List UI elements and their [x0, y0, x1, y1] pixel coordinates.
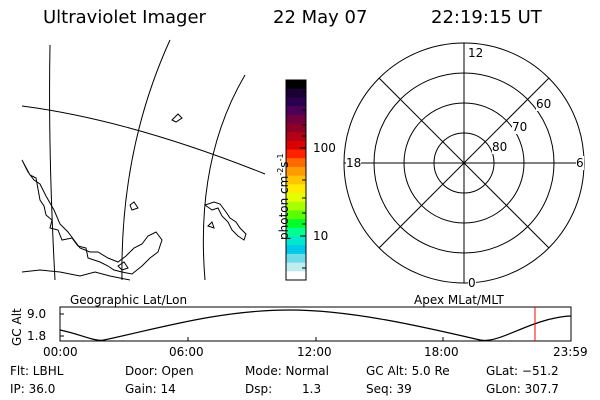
- colorbar-cell: [286, 114, 306, 125]
- mlt-6-label: 6: [576, 156, 584, 170]
- altitude-tick-top: 9.0: [27, 307, 47, 321]
- colorbar-cell: [286, 262, 306, 272]
- xtick-1800: 18:00: [424, 345, 459, 359]
- glat-info: GLat: −51.2: [486, 364, 559, 378]
- polar-label: Apex MLat/MLT: [414, 293, 504, 307]
- seq-info: Seq: 39: [366, 382, 412, 396]
- colorbar-cell: [286, 140, 306, 151]
- mlat-70-label: 70: [512, 120, 528, 134]
- xtick-2359: 23:59: [553, 345, 588, 359]
- time-label: 22:19:15 UT: [431, 7, 542, 28]
- dsp-value: 1.3: [302, 382, 322, 396]
- mode-info: Mode: Normal: [245, 364, 329, 378]
- mlt-0-label: 0: [468, 276, 476, 290]
- colorbar-cell: [286, 271, 306, 281]
- colorbar-cell: [286, 132, 306, 142]
- map-label: Geographic Lat/Lon: [70, 293, 188, 307]
- dsp-label: Dsp:: [245, 382, 273, 396]
- colorbar-tick-10: 10: [313, 229, 329, 243]
- gain-info: Gain: 14: [125, 382, 176, 396]
- altitude-tick-bottom: 1.8: [27, 329, 47, 343]
- mlt-12-label: 12: [468, 46, 484, 60]
- xtick-0600: 06:00: [169, 345, 204, 359]
- colorbar-tick-100: 100: [313, 141, 336, 155]
- mlat-80-label: 80: [492, 140, 508, 154]
- colorbar-cell: [286, 80, 306, 90]
- mlt-18-label: 18: [346, 156, 362, 170]
- date-label: 22 May 07: [273, 7, 368, 28]
- gc-alt-info: GC Alt: 5.0 Re: [366, 364, 450, 378]
- colorbar-cell: [286, 253, 306, 264]
- colorbar-cell: [286, 88, 306, 98]
- colorbar-cell: [286, 123, 306, 133]
- glon-info: GLon: 307.7: [486, 382, 559, 396]
- mlat-60-label: 60: [536, 97, 552, 111]
- instrument-title: Ultraviolet Imager: [43, 7, 206, 28]
- colorbar-cell: [286, 97, 306, 107]
- colorbar-label: photon cm-2s-1: [276, 153, 291, 240]
- xtick-0000: 00:00: [43, 345, 78, 359]
- xtick-1200: 12:00: [297, 345, 332, 359]
- ip-info: IP: 36.0: [10, 382, 56, 396]
- altitude-axis-label: GC Alt: [10, 308, 24, 346]
- door-info: Door: Open: [125, 364, 194, 378]
- colorbar-cell: [286, 245, 306, 255]
- colorbar-cell: [286, 106, 306, 116]
- flt-info: Flt: LBHL: [10, 364, 64, 378]
